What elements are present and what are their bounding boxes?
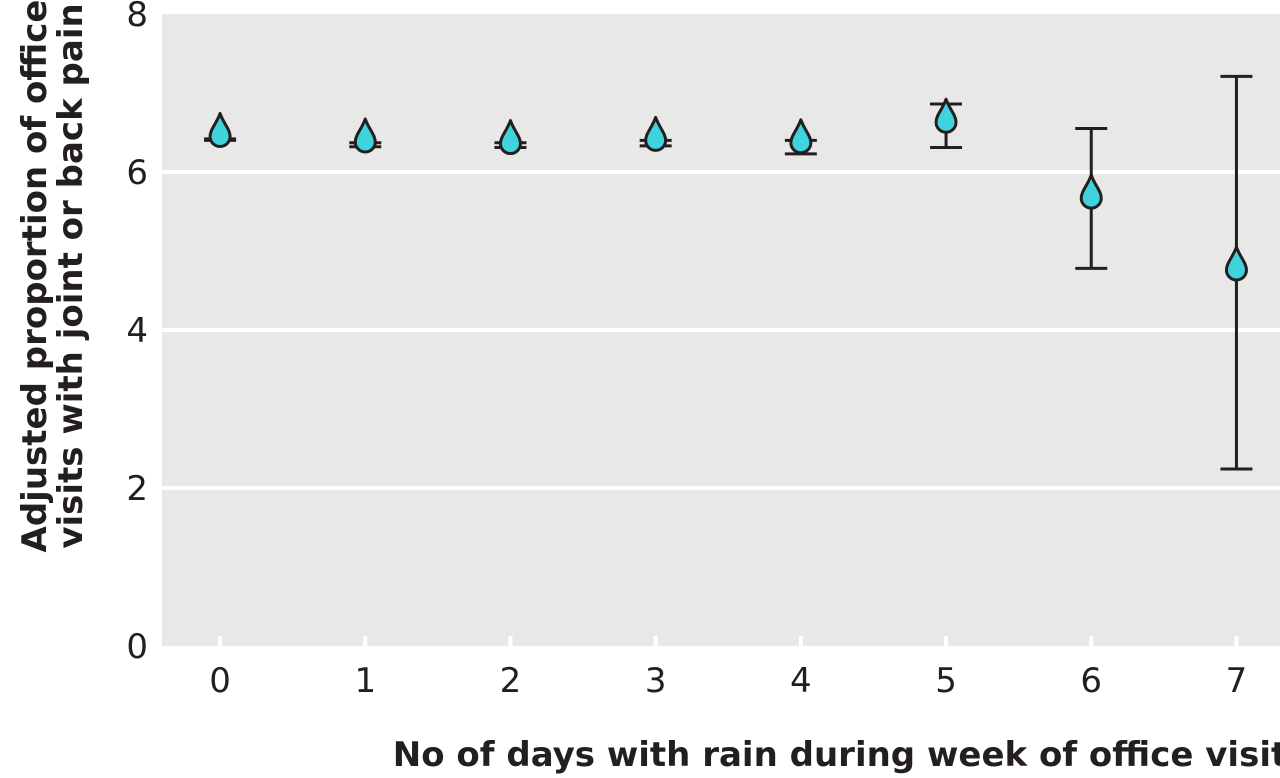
- y-tick-label-4: 4: [126, 311, 148, 351]
- raindrop-marker-4: [789, 118, 813, 155]
- x-axis-tick-labels: 0 1 2 3 4 5 6 7: [209, 661, 1247, 701]
- data-point-2: [494, 119, 527, 156]
- data-point-6: [1075, 127, 1108, 270]
- x-tick-label-2: 2: [500, 661, 522, 701]
- raindrop-marker-5: [934, 97, 958, 134]
- data-point-5: [930, 97, 963, 150]
- raindrop-marker-1: [353, 117, 377, 154]
- raindrop-marker-6: [1079, 173, 1103, 210]
- x-tick-label-7: 7: [1226, 661, 1248, 701]
- y-axis-title-line-2: visits with joint or back pain: [51, 3, 91, 548]
- data-point-3: [639, 115, 672, 152]
- x-tick-label-3: 3: [645, 661, 667, 701]
- raindrop-marker-3: [644, 115, 668, 152]
- raindrop-marker-7: [1224, 245, 1248, 282]
- x-axis-ticks: [218, 636, 1239, 646]
- gridlines: [162, 170, 1280, 490]
- x-tick-label-4: 4: [790, 661, 812, 701]
- data-point-1: [349, 117, 382, 154]
- data-point-4: [784, 118, 817, 156]
- y-axis-title-line-1: Adjusted proportion of office: [15, 0, 55, 552]
- raindrop-marker-2: [498, 119, 522, 156]
- y-tick-label-0: 0: [126, 627, 148, 667]
- y-tick-label-8: 8: [126, 0, 148, 35]
- data-point-0: [204, 111, 237, 148]
- y-axis-title: Adjusted proportion of office visits wit…: [15, 0, 91, 552]
- y-tick-label-6: 6: [126, 153, 148, 193]
- x-tick-label-6: 6: [1080, 661, 1102, 701]
- y-axis-tick-labels: 0 2 4 6 8: [126, 0, 148, 667]
- data-marks: [204, 74, 1253, 471]
- x-tick-label-1: 1: [354, 661, 376, 701]
- y-tick-label-2: 2: [126, 469, 148, 509]
- raindrop-marker-0: [208, 111, 232, 148]
- x-axis-title: No of days with rain during week of offi…: [393, 735, 1280, 775]
- x-tick-label-0: 0: [209, 661, 231, 701]
- x-tick-label-5: 5: [935, 661, 957, 701]
- data-point-7: [1220, 74, 1253, 471]
